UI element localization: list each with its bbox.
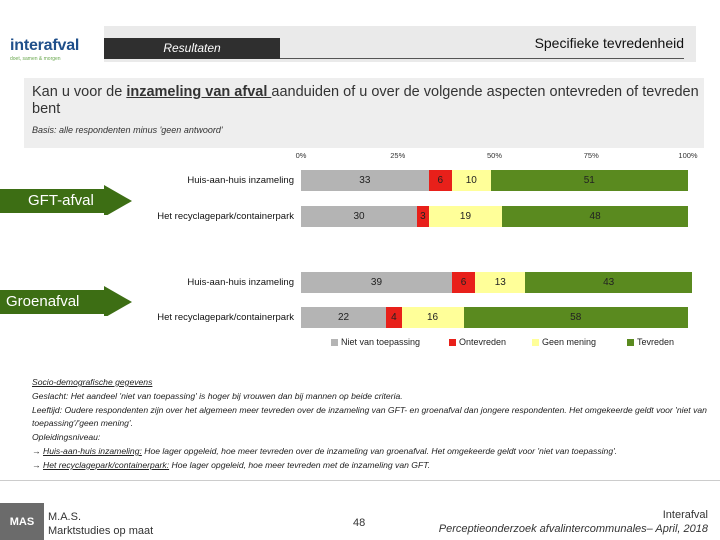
logo-tagline: doet, samen & morgen xyxy=(10,56,61,62)
legend-label: Tevreden xyxy=(637,337,675,347)
category-label: Het recyclagepark/containerpark xyxy=(157,211,294,222)
stacked-bar: 30 3 19 48 xyxy=(301,206,688,227)
data-label: 3 xyxy=(420,211,426,222)
arrow-icon: → xyxy=(32,460,41,470)
bar-segment: 6 xyxy=(428,170,452,191)
category-label: Huis-aan-huis inzameling xyxy=(187,277,294,288)
stacked-bar: 39 6 13 43 xyxy=(301,272,692,293)
category-label: Het recyclagepark/containerpark xyxy=(157,312,294,323)
page-number: 48 xyxy=(353,517,366,529)
group-label: GFT-afval xyxy=(28,192,94,209)
legend-swatch xyxy=(449,338,456,346)
question-emphasis: inzameling van afval xyxy=(126,84,272,100)
bar-segment: 51 xyxy=(490,170,688,191)
data-label: 51 xyxy=(583,175,595,186)
edu1-label: Huis-aan-huis inzameling: xyxy=(42,446,142,456)
footer-divider xyxy=(0,480,720,481)
data-label: 19 xyxy=(459,211,472,222)
legend-swatch xyxy=(331,338,338,346)
bar-segment: 39 xyxy=(301,272,452,293)
bar-segment: 13 xyxy=(475,272,526,293)
data-label: 39 xyxy=(370,277,383,288)
question-suffix: aanduiden of u over de volgende aspecten… xyxy=(32,84,699,117)
legend-label: Geen mening xyxy=(542,337,597,347)
legend-item: Geen mening xyxy=(532,337,596,347)
category-label: Huis-aan-huis inzameling xyxy=(187,175,294,186)
x-tick-label: 75% xyxy=(583,151,599,160)
socio-demographic-notes: Socio-demografische gegevens Geslacht: H… xyxy=(32,376,708,473)
page-title: Specifieke tevredenheid xyxy=(534,35,684,51)
footer-report-name: Perceptieonderzoek afvalintercommunales–… xyxy=(438,523,708,535)
bar-segment: 3 xyxy=(417,206,429,227)
notes-gender: Geslacht: Het aandeel 'niet van toepassi… xyxy=(32,391,403,401)
legend-item: Tevreden xyxy=(627,337,674,347)
data-label: 58 xyxy=(570,312,582,323)
data-label: 13 xyxy=(494,277,506,288)
footer-client-name: Interafval xyxy=(662,509,708,521)
x-tick-label: 100% xyxy=(678,151,698,160)
stacked-bar: 22 4 16 58 xyxy=(301,307,688,328)
mas-logo: MAS xyxy=(0,503,44,540)
section-tab-bg xyxy=(104,38,280,59)
legend-item: Ontevreden xyxy=(449,337,506,347)
bar-segment: 58 xyxy=(463,307,688,328)
data-label: 43 xyxy=(603,277,615,288)
edu1-text: Hoe lager opgeleid, hoe meer tevreden ov… xyxy=(141,446,618,456)
notes-education-2: → Het recyclagepark/containerpark: Hoe l… xyxy=(32,459,708,472)
legend-label: Niet van toepassing xyxy=(341,337,421,347)
logo-wordmark: interafval xyxy=(10,37,80,54)
header-divider xyxy=(280,58,684,59)
footer-client: Interafval Perceptieonderzoek afvalinter… xyxy=(439,508,708,536)
question-prefix: Kan u voor de xyxy=(32,84,127,100)
arrow-icon: → xyxy=(32,446,41,456)
section-label: Resultaten xyxy=(163,41,221,55)
data-label: 6 xyxy=(460,277,467,288)
group-arrow-shape xyxy=(0,185,132,215)
group-arrow-shape xyxy=(0,286,132,316)
bar-segment: 4 xyxy=(386,307,402,328)
notes-age: Leeftijd: Oudere respondenten zijn over … xyxy=(32,405,707,428)
group-label: Groenafval xyxy=(6,293,80,310)
bar-segment: 6 xyxy=(451,272,476,293)
data-label: 10 xyxy=(465,175,477,186)
basis-note: Basis: alle respondenten minus 'geen ant… xyxy=(32,125,223,135)
legend-label: Ontevreden xyxy=(459,337,507,347)
mas-line-2: Marktstudies op maat xyxy=(48,525,154,537)
mas-line-1: M.A.S. xyxy=(48,511,82,523)
bar-segment: 33 xyxy=(301,170,429,191)
edu2-text: Hoe lager opgeleid, hoe meer tevreden me… xyxy=(169,460,431,470)
question-text: Kan u voor de inzameling van afval aandu… xyxy=(32,84,700,118)
data-label: 30 xyxy=(353,211,365,222)
data-label: 33 xyxy=(359,175,371,186)
mas-name: M.A.S. Marktstudies op maat xyxy=(48,510,153,538)
bar-segment: 30 xyxy=(301,206,418,227)
x-tick-label: 50% xyxy=(486,151,503,160)
bar-segment: 10 xyxy=(451,170,491,191)
notes-education-1: → Huis-aan-huis inzameling: Hoe lager op… xyxy=(32,445,708,458)
legend-swatch xyxy=(532,338,539,346)
data-label: 16 xyxy=(426,312,439,323)
notes-title: Socio-demografische gegevens xyxy=(32,377,153,387)
data-label: 22 xyxy=(338,312,350,323)
legend-item: Niet van toepassing xyxy=(331,337,420,347)
edu2-label: Het recyclagepark/containerpark: xyxy=(42,460,170,470)
stacked-bar: 33 6 10 51 xyxy=(301,170,688,191)
x-tick-label: 0% xyxy=(295,151,307,160)
interafval-logo: interafval doet, samen & morgen xyxy=(10,37,94,62)
data-label: 6 xyxy=(437,175,444,186)
bar-segment: 16 xyxy=(401,307,464,328)
notes-education-title: Opleidingsniveau: xyxy=(32,432,101,442)
bar-segment: 19 xyxy=(428,206,503,227)
bar-segment: 22 xyxy=(301,307,387,328)
question-band xyxy=(24,78,704,148)
bar-segment: 48 xyxy=(502,206,688,227)
legend-swatch xyxy=(627,338,634,346)
bar-segment: 43 xyxy=(525,272,692,293)
x-tick-label: 25% xyxy=(390,151,406,160)
data-label: 4 xyxy=(391,312,397,323)
data-label: 48 xyxy=(589,211,601,222)
